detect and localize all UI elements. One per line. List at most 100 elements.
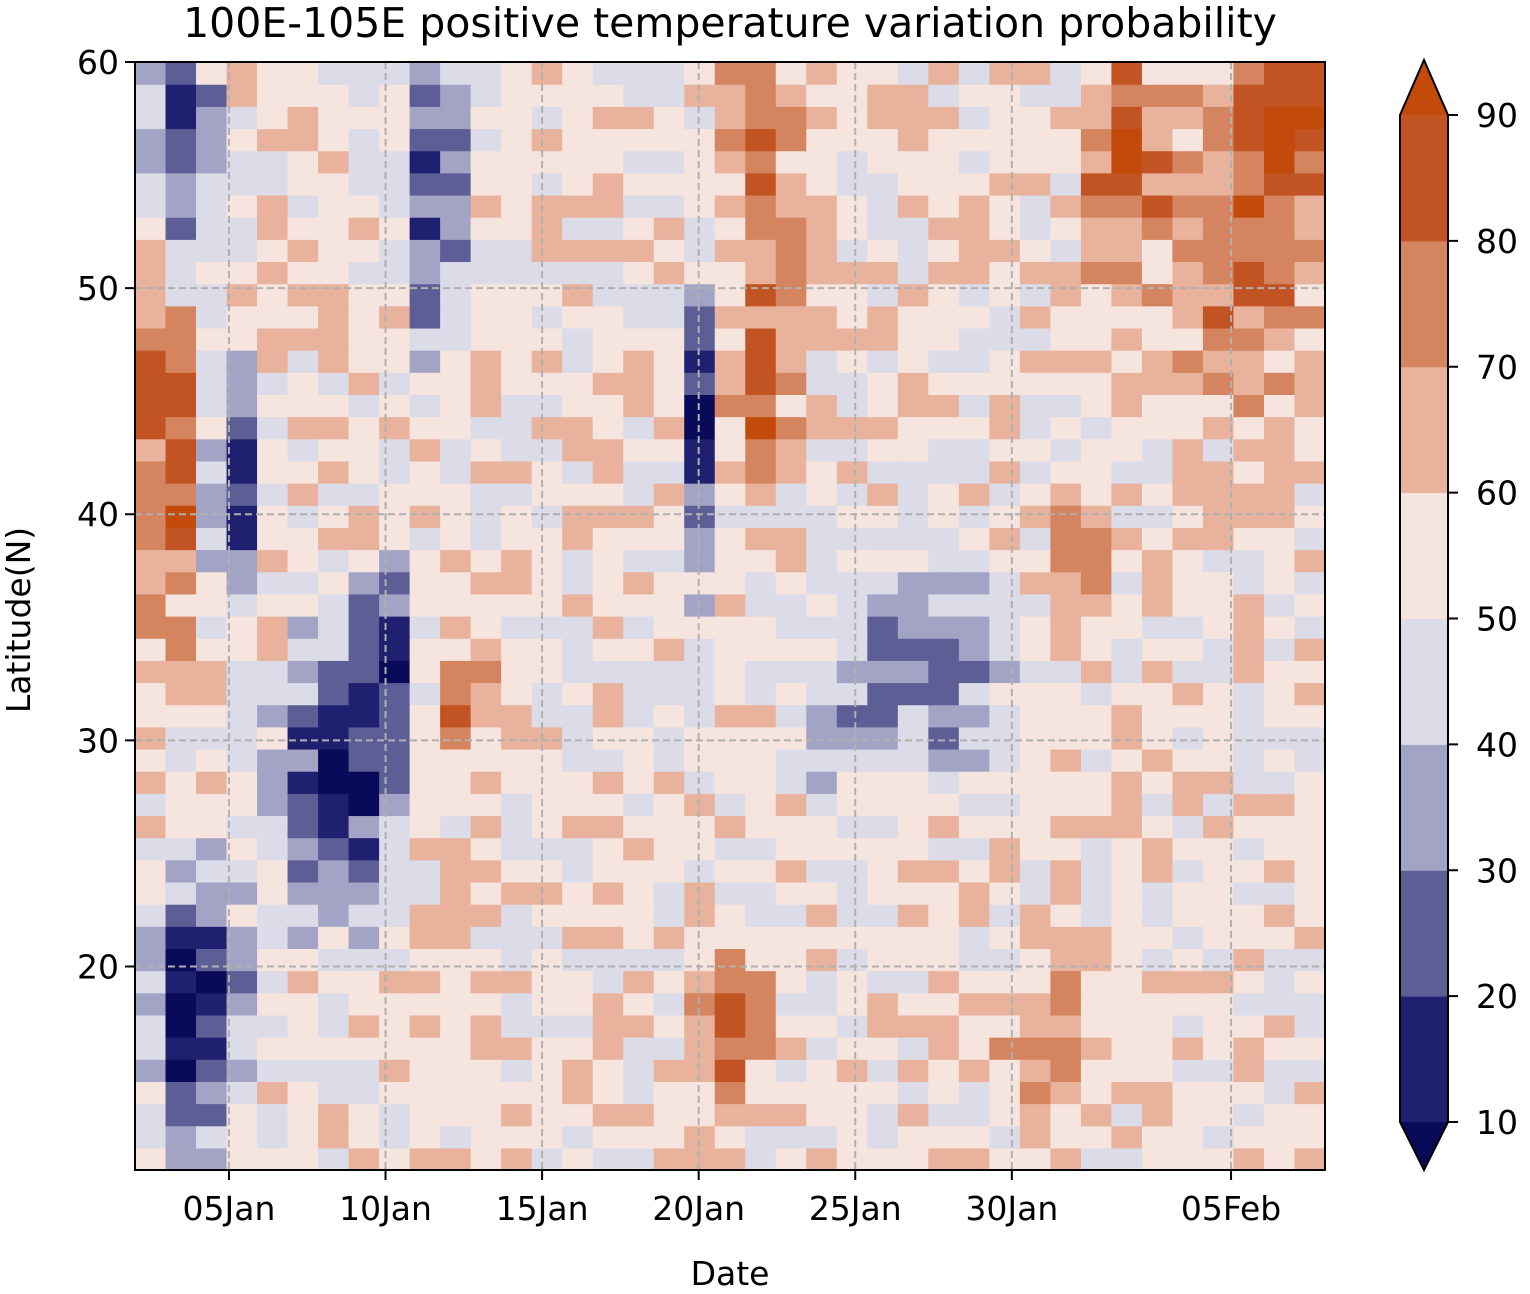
contour-cell bbox=[745, 305, 777, 329]
contour-cell bbox=[226, 593, 258, 617]
contour-cell bbox=[470, 217, 502, 240]
contour-cell bbox=[1050, 62, 1082, 85]
contour-cell bbox=[409, 327, 441, 351]
contour-cell bbox=[1172, 1147, 1204, 1171]
contour-cell bbox=[1080, 194, 1113, 218]
contour-cell bbox=[1294, 1014, 1326, 1038]
contour-cell bbox=[1263, 1081, 1296, 1105]
contour-cell bbox=[1019, 239, 1051, 263]
contour-cell bbox=[440, 1059, 472, 1082]
contour-cell bbox=[1141, 350, 1174, 373]
contour-cell bbox=[928, 1059, 960, 1082]
contour-cell bbox=[653, 62, 685, 85]
contour-cell bbox=[135, 726, 167, 750]
contour-cell bbox=[409, 438, 441, 462]
contour-cell bbox=[287, 837, 319, 861]
contour-cell bbox=[287, 1147, 319, 1171]
contour-cell bbox=[653, 239, 685, 263]
contour-cell bbox=[806, 394, 838, 418]
contour-cell bbox=[1202, 571, 1235, 595]
contour-cell bbox=[897, 1147, 929, 1171]
contour-cell bbox=[135, 948, 167, 972]
contour-cell bbox=[470, 172, 502, 196]
contour-cell bbox=[165, 771, 197, 794]
contour-cell bbox=[470, 1125, 502, 1149]
contour-cell bbox=[1172, 1059, 1204, 1082]
contour-cell bbox=[806, 660, 838, 684]
contour-cell bbox=[1233, 1014, 1265, 1038]
contour-cell bbox=[348, 150, 380, 174]
colorbar-tick-label: 90 bbox=[1476, 96, 1518, 135]
contour-cell bbox=[1111, 1081, 1143, 1105]
contour-cell bbox=[958, 726, 990, 750]
contour-cell bbox=[348, 438, 380, 462]
contour-cell bbox=[257, 726, 289, 750]
contour-cell bbox=[440, 62, 472, 85]
contour-cell bbox=[1019, 460, 1051, 484]
contour-cell bbox=[1202, 527, 1235, 551]
contour-cell bbox=[287, 948, 319, 972]
contour-cell bbox=[592, 1125, 624, 1149]
contour-cell bbox=[501, 239, 533, 263]
contour-cell bbox=[1263, 926, 1296, 949]
contour-cell bbox=[867, 217, 899, 240]
contour-cell bbox=[1111, 261, 1143, 285]
contour-cell bbox=[287, 771, 319, 794]
contour-cell bbox=[897, 394, 929, 418]
contour-cell bbox=[135, 1125, 167, 1149]
contour-cell bbox=[348, 616, 380, 639]
contour-cell bbox=[806, 859, 838, 883]
contour-cell bbox=[562, 1059, 594, 1082]
contour-cell bbox=[135, 682, 167, 706]
contour-cell bbox=[196, 261, 228, 285]
contour-cell bbox=[897, 261, 929, 285]
contour-cell bbox=[562, 1014, 594, 1038]
contour-cell bbox=[1050, 881, 1082, 905]
contour-cell bbox=[470, 1147, 502, 1171]
contour-cell bbox=[1294, 350, 1326, 373]
contour-cell bbox=[958, 283, 990, 307]
contour-cell bbox=[775, 416, 807, 440]
contour-cell bbox=[287, 992, 319, 1016]
contour-cell bbox=[1294, 1081, 1326, 1105]
contour-cell bbox=[1111, 793, 1143, 817]
contour-cell bbox=[257, 638, 289, 661]
contour-cell bbox=[379, 1014, 411, 1038]
contour-cell bbox=[501, 283, 533, 307]
contour-cell bbox=[775, 1103, 807, 1127]
contour-cell bbox=[257, 150, 289, 174]
contour-cell bbox=[806, 881, 838, 905]
contour-cell bbox=[470, 948, 502, 972]
contour-cell bbox=[1050, 505, 1082, 528]
contour-cell bbox=[653, 350, 685, 373]
contour-cell bbox=[1233, 438, 1265, 462]
contour-cell bbox=[1111, 748, 1143, 772]
contour-cell bbox=[653, 859, 685, 883]
contour-cell bbox=[1263, 194, 1296, 218]
contour-cell bbox=[1263, 815, 1296, 839]
contour-cell bbox=[684, 150, 716, 174]
contour-cell bbox=[287, 150, 319, 174]
contour-cell bbox=[1050, 593, 1082, 617]
contour-cell bbox=[836, 682, 868, 706]
contour-cell bbox=[928, 172, 960, 196]
x-axis-label: Date bbox=[691, 1254, 770, 1290]
contour-cell bbox=[1080, 62, 1113, 85]
contour-cell bbox=[897, 84, 929, 107]
contour-cell bbox=[1202, 682, 1235, 706]
contour-cell bbox=[1263, 726, 1296, 750]
contour-cell bbox=[257, 239, 289, 263]
contour-cell bbox=[592, 970, 624, 994]
contour-cell bbox=[653, 150, 685, 174]
contour-cell bbox=[836, 128, 868, 152]
contour-cell bbox=[1141, 372, 1174, 395]
contour-cell bbox=[989, 261, 1021, 285]
contour-cell bbox=[592, 305, 624, 329]
contour-cell bbox=[623, 1037, 655, 1060]
contour-cell bbox=[440, 394, 472, 418]
contour-cell bbox=[989, 859, 1021, 883]
contour-cell bbox=[745, 394, 777, 418]
contour-cell bbox=[1019, 1037, 1051, 1060]
contour-cell bbox=[1141, 106, 1174, 130]
contour-cell bbox=[684, 992, 716, 1016]
